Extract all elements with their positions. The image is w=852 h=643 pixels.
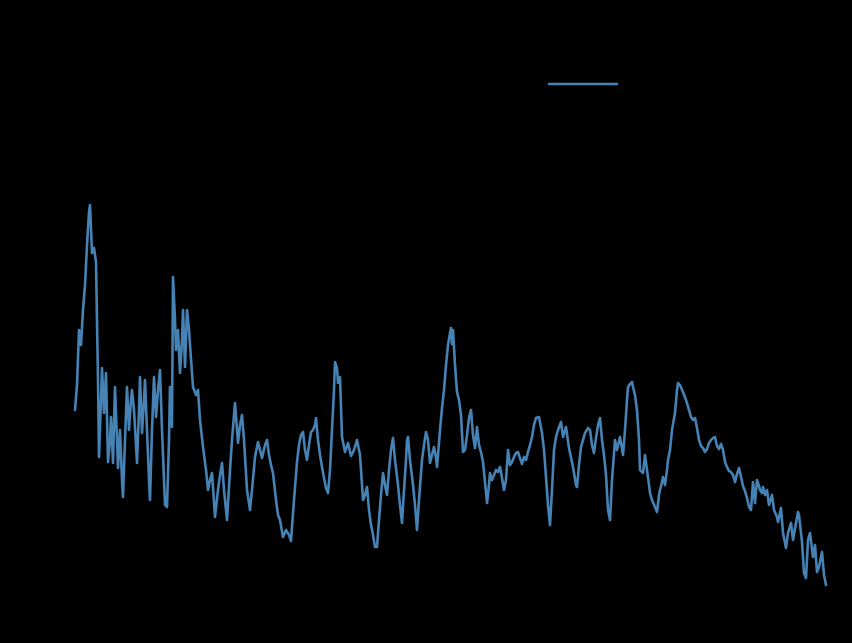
series-line <box>73 203 828 587</box>
